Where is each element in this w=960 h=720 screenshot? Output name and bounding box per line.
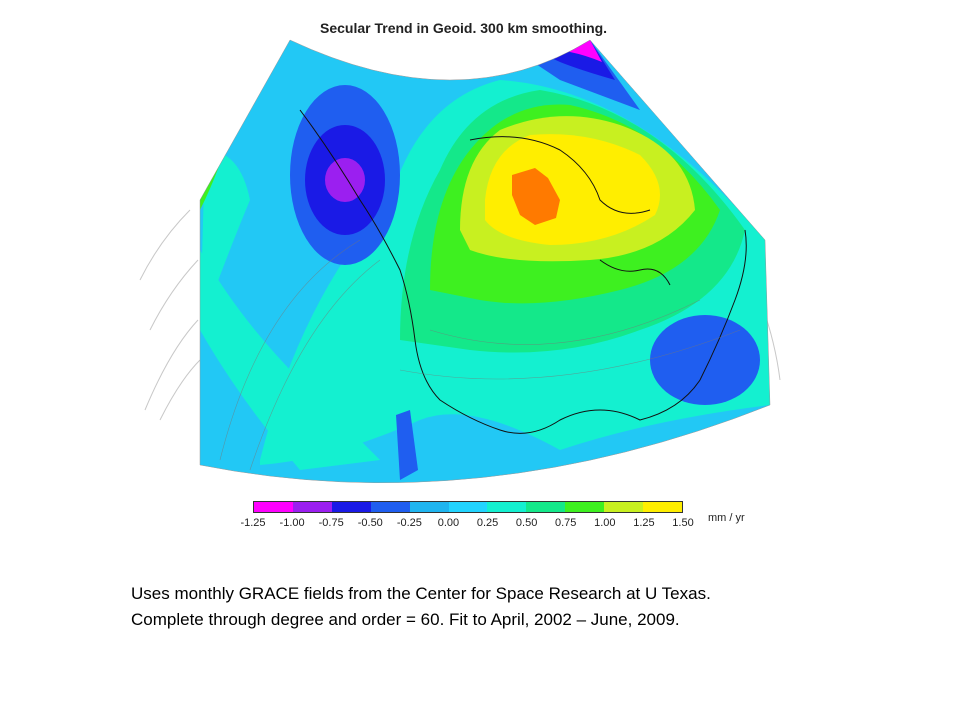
pacific-band (200, 250, 380, 470)
colorbar (253, 501, 683, 513)
colorbar-segment (565, 502, 605, 512)
colorbar-tick-label: 0.25 (476, 517, 499, 529)
contour-lines (219, 239, 741, 471)
colorbar-segment (487, 502, 527, 512)
colorbar-tick-label: 0.00 (437, 517, 460, 529)
colorbar-tick-label: -1.25 (240, 517, 266, 529)
colorbar-tick-label: -1.00 (279, 517, 305, 529)
colorbar-segment (604, 502, 644, 512)
map-outline (199, 39, 771, 484)
colorbar-segment (643, 502, 682, 512)
colorbar-tick-label: -0.25 (396, 517, 422, 529)
units-label: mm / yr (708, 512, 745, 524)
southeast-negative (650, 315, 760, 405)
contour-1-50 (512, 168, 560, 225)
colorbar-segment (292, 502, 332, 512)
colorbar-segment (254, 502, 293, 512)
colorbar-tick-label: 1.50 (672, 517, 694, 529)
colorbar-segment (448, 502, 488, 512)
colorbar-segment (526, 502, 566, 512)
colorbar-tick-label: -0.75 (318, 517, 344, 529)
colorbar-segment (370, 502, 410, 512)
colorbar-tick-label: 0.75 (555, 517, 577, 529)
outer-contours (139, 209, 781, 421)
colorbar-segment (331, 502, 371, 512)
coastlines (299, 109, 747, 434)
colorbar-tick-label: -0.50 (357, 517, 383, 529)
mexico-negative (396, 410, 418, 480)
caption-line-2: Complete through degree and order = 60. … (131, 610, 680, 629)
colorbar-tick-label: 1.25 (633, 517, 655, 529)
colorbar-segment (409, 502, 449, 512)
caption-line-1: Uses monthly GRACE fields from the Cente… (131, 584, 711, 603)
map-title: Secular Trend in Geoid. 300 km smoothing… (320, 20, 608, 36)
colorbar-tick-label: 0.50 (515, 517, 538, 529)
colorbar-tick-label: 1.00 (594, 517, 616, 529)
alaska-negative-core (325, 158, 365, 202)
